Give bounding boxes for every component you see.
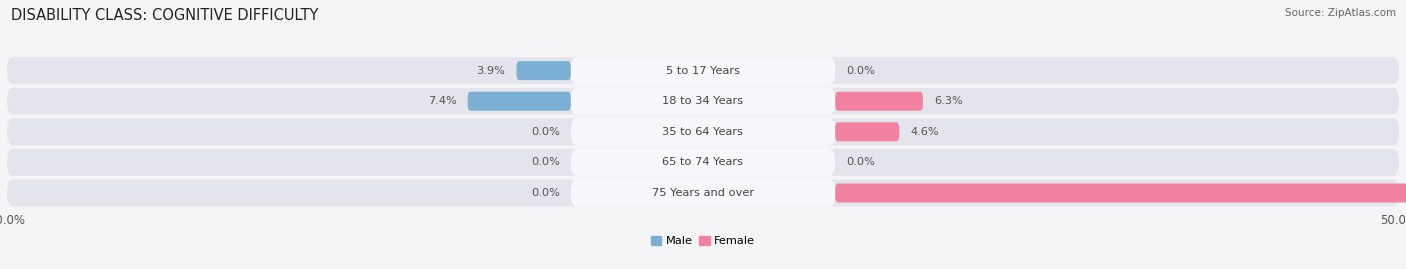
FancyBboxPatch shape bbox=[835, 122, 900, 141]
FancyBboxPatch shape bbox=[7, 149, 1399, 176]
FancyBboxPatch shape bbox=[7, 118, 1399, 145]
Text: 0.0%: 0.0% bbox=[530, 127, 560, 137]
Text: 0.0%: 0.0% bbox=[846, 157, 876, 167]
Text: 0.0%: 0.0% bbox=[846, 66, 876, 76]
FancyBboxPatch shape bbox=[7, 57, 1399, 84]
Text: Source: ZipAtlas.com: Source: ZipAtlas.com bbox=[1285, 8, 1396, 18]
FancyBboxPatch shape bbox=[571, 118, 835, 145]
FancyBboxPatch shape bbox=[835, 92, 922, 111]
FancyBboxPatch shape bbox=[571, 179, 835, 206]
FancyBboxPatch shape bbox=[516, 61, 571, 80]
FancyBboxPatch shape bbox=[7, 88, 1399, 115]
Text: 75 Years and over: 75 Years and over bbox=[652, 188, 754, 198]
FancyBboxPatch shape bbox=[835, 183, 1406, 203]
Text: 65 to 74 Years: 65 to 74 Years bbox=[662, 157, 744, 167]
FancyBboxPatch shape bbox=[7, 179, 1399, 206]
FancyBboxPatch shape bbox=[468, 92, 571, 111]
Legend: Male, Female: Male, Female bbox=[647, 231, 759, 251]
Text: 35 to 64 Years: 35 to 64 Years bbox=[662, 127, 744, 137]
FancyBboxPatch shape bbox=[571, 149, 835, 176]
Text: 6.3%: 6.3% bbox=[934, 96, 963, 106]
Text: DISABILITY CLASS: COGNITIVE DIFFICULTY: DISABILITY CLASS: COGNITIVE DIFFICULTY bbox=[11, 8, 319, 23]
Text: 5 to 17 Years: 5 to 17 Years bbox=[666, 66, 740, 76]
Text: 0.0%: 0.0% bbox=[530, 157, 560, 167]
FancyBboxPatch shape bbox=[571, 88, 835, 115]
FancyBboxPatch shape bbox=[571, 57, 835, 84]
Text: 7.4%: 7.4% bbox=[427, 96, 457, 106]
Text: 4.6%: 4.6% bbox=[911, 127, 939, 137]
Text: 3.9%: 3.9% bbox=[477, 66, 505, 76]
Text: 0.0%: 0.0% bbox=[530, 188, 560, 198]
Text: 18 to 34 Years: 18 to 34 Years bbox=[662, 96, 744, 106]
